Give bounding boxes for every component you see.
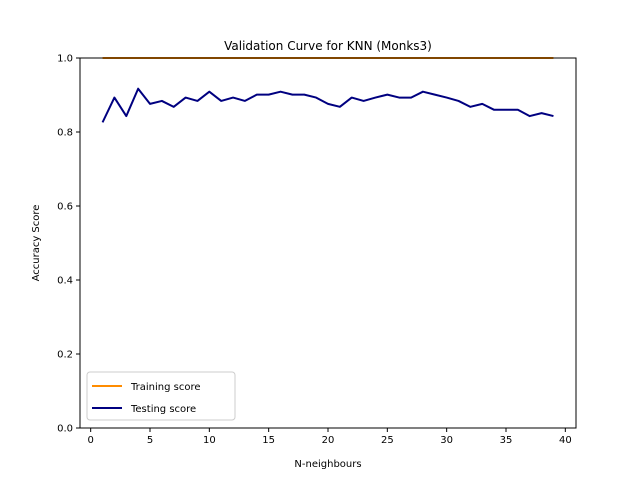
data-point-testing-score-27 (410, 97, 412, 99)
data-point-testing-score-24 (374, 97, 376, 99)
x-tick-label: 5 (147, 435, 153, 446)
data-point-testing-score-39 (552, 115, 554, 117)
data-point-testing-score-22 (351, 97, 353, 99)
data-point-testing-score-18 (303, 94, 305, 96)
data-point-testing-score-5 (149, 103, 151, 105)
data-point-testing-score-16 (280, 91, 282, 93)
data-point-testing-score-4 (137, 88, 139, 90)
data-point-testing-score-1 (102, 121, 104, 123)
data-point-testing-score-36 (517, 109, 519, 111)
x-tick-label: 10 (203, 435, 216, 446)
data-point-testing-score-32 (469, 106, 471, 108)
x-tick-label: 20 (322, 435, 335, 446)
y-tick-label: 1.0 (57, 54, 73, 65)
data-point-testing-score-14 (256, 94, 258, 96)
data-point-testing-score-21 (339, 106, 341, 108)
data-point-testing-score-31 (458, 100, 460, 102)
legend-label-training: Training score (130, 382, 201, 393)
legend-box (86, 371, 236, 421)
data-point-testing-score-33 (481, 103, 483, 105)
data-point-testing-score-28 (422, 91, 424, 93)
x-axis-ticks: 0 5 10 15 20 25 30 35 40 (87, 428, 572, 446)
data-point-testing-score-3 (125, 115, 127, 117)
legend-label-testing: Testing score (130, 404, 196, 415)
y-axis-title: Accuracy Score (31, 205, 42, 282)
x-tick-label: 35 (500, 435, 513, 446)
x-tick-label: 30 (440, 435, 453, 446)
x-axis-title: N-neighbours (294, 459, 361, 470)
series-line-testing-score (101, 87, 554, 123)
data-point-testing-score-19 (315, 97, 317, 99)
x-tick-label: 40 (559, 435, 572, 446)
data-point-testing-score-8 (185, 97, 187, 99)
x-tick-label: 15 (262, 435, 275, 446)
y-axis-ticks: 0.0 0.2 0.4 0.6 0.8 1.0 (57, 54, 80, 435)
data-point-testing-score-17 (291, 94, 293, 96)
data-point-testing-score-30 (446, 97, 448, 99)
data-point-testing-score-35 (505, 109, 507, 111)
y-tick-label: 0.0 (57, 424, 73, 435)
x-tick-label: 25 (381, 435, 394, 446)
data-point-testing-score-7 (173, 106, 175, 108)
data-point-testing-score-15 (268, 94, 270, 96)
chart-title: Validation Curve for KNN (Monks3) (224, 39, 432, 53)
data-point-testing-score-10 (208, 91, 210, 93)
data-point-testing-score-2 (113, 97, 115, 99)
y-tick-label: 0.4 (57, 276, 73, 287)
data-point-testing-score-23 (363, 100, 365, 102)
data-point-testing-score-20 (327, 103, 329, 105)
data-point-testing-score-29 (434, 94, 436, 96)
y-tick-label: 0.8 (57, 128, 73, 139)
data-point-testing-score-25 (386, 94, 388, 96)
data-point-testing-score-26 (398, 97, 400, 99)
data-point-testing-score-34 (493, 109, 495, 111)
data-point-testing-score-9 (196, 100, 198, 102)
x-tick-label: 0 (87, 435, 93, 446)
data-point-testing-score-12 (232, 97, 234, 99)
data-point-testing-score-6 (161, 100, 163, 102)
data-point-testing-score-13 (244, 100, 246, 102)
y-tick-label: 0.2 (57, 350, 73, 361)
data-point-testing-score-11 (220, 100, 222, 102)
data-point-testing-score-37 (529, 115, 531, 117)
data-point-testing-score-38 (541, 112, 543, 114)
legend: Training score Testing score (86, 371, 236, 421)
y-tick-label: 0.6 (57, 202, 73, 213)
